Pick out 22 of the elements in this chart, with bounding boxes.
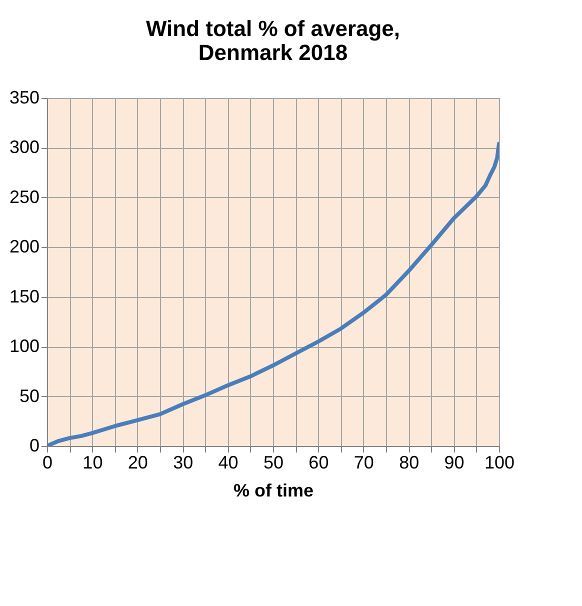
x-tick-label: 80 bbox=[399, 452, 420, 472]
y-tick-label: 200 bbox=[9, 236, 40, 257]
x-tick-label: 20 bbox=[128, 452, 148, 472]
x-tick-label: 40 bbox=[218, 452, 238, 472]
x-tick-label: 0 bbox=[42, 452, 53, 472]
x-tick-label: 90 bbox=[444, 452, 464, 472]
x-tick-label: 30 bbox=[173, 452, 194, 472]
x-tick-label: 10 bbox=[82, 452, 103, 472]
y-tick-label: 350 bbox=[9, 88, 40, 108]
x-tick-label: 50 bbox=[263, 452, 284, 472]
text: Denmark 2018 bbox=[198, 40, 348, 65]
x-tick-label: 70 bbox=[354, 452, 374, 472]
y-tick-label: 0 bbox=[29, 436, 40, 456]
x-tick-label: 60 bbox=[308, 452, 329, 472]
y-tick-label: 100 bbox=[9, 336, 40, 356]
y-tick-label: 300 bbox=[9, 137, 40, 158]
x-axis-title: % of time bbox=[233, 480, 314, 500]
y-tick-label: 50 bbox=[19, 386, 40, 406]
x-tick-label: 100 bbox=[484, 452, 515, 472]
y-tick-label: 250 bbox=[9, 186, 40, 207]
text: Wind total % of average, bbox=[146, 16, 400, 41]
y-tick-label: 150 bbox=[9, 286, 40, 306]
